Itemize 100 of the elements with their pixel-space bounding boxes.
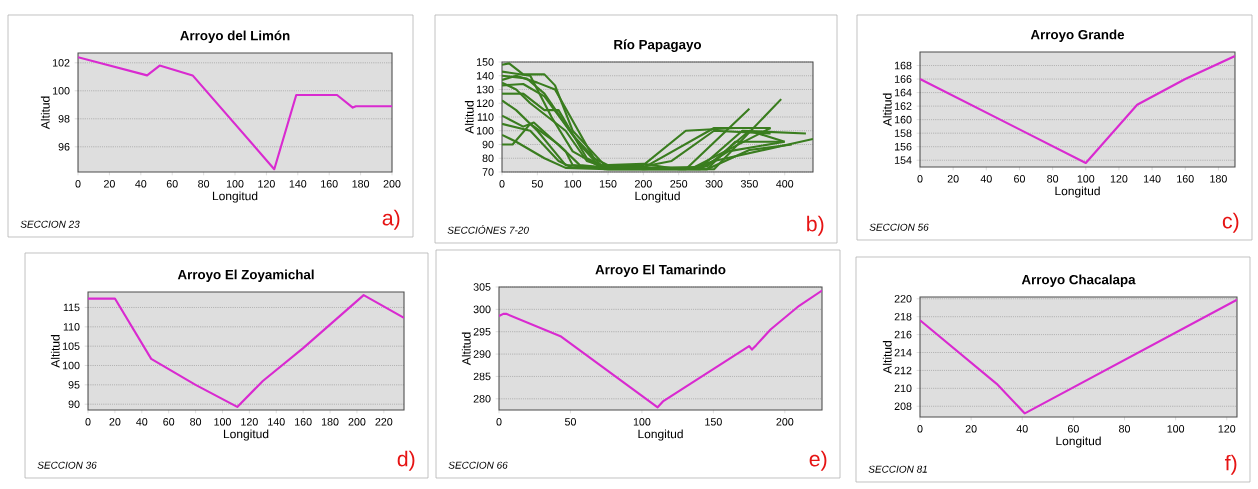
- x-tick-label: 150: [599, 180, 617, 188]
- y-tick-label: 100: [62, 361, 80, 370]
- y-tick-label: 110: [477, 113, 494, 121]
- y-tick-label: 120: [476, 99, 494, 108]
- x-tick-label: 120: [1218, 425, 1236, 433]
- text: c): [1222, 212, 1239, 233]
- y-tick-label: 70: [482, 168, 494, 176]
- x-tick-label: 200: [635, 180, 652, 188]
- chart-title: Arroyo Grande: [1030, 29, 1125, 42]
- x-tick-label: 350: [740, 180, 758, 188]
- y-axis-title: Altitud: [882, 341, 892, 374]
- x-tick-label: 120: [1110, 175, 1128, 183]
- y-tick-label: 90: [482, 140, 494, 149]
- x-tick-label: 40: [980, 175, 992, 183]
- x-axis-title: Longitud: [635, 191, 680, 203]
- x-axis-title: Longitud: [1056, 436, 1101, 448]
- x-tick-label: 0: [499, 180, 505, 188]
- y-axis-title: Altitud: [464, 101, 474, 134]
- text: a): [382, 209, 400, 230]
- chart-title: Arroyo El Tamarindo: [595, 264, 726, 277]
- x-tick-label: 100: [633, 418, 651, 426]
- x-tick-label: 50: [531, 180, 543, 188]
- x-tick-label: 80: [198, 180, 210, 188]
- text: d): [397, 450, 415, 471]
- x-tick-label: 200: [776, 418, 794, 426]
- x-axis-title: Longitud: [1055, 186, 1100, 198]
- y-tick-label: 102: [52, 59, 70, 67]
- x-tick-label: 20: [965, 425, 977, 433]
- x-tick-label: 100: [226, 180, 244, 188]
- text: e): [809, 450, 827, 471]
- y-tick-label: 130: [476, 85, 494, 94]
- x-tick-label: 50: [564, 418, 576, 426]
- text: SECCION 56: [869, 223, 929, 231]
- text: b): [807, 215, 824, 236]
- x-axis-title: Longitud: [638, 429, 683, 441]
- chart-title: Río Papagayo: [614, 39, 702, 52]
- y-tick-label: 150: [476, 58, 494, 66]
- x-tick-label: 0: [917, 425, 923, 433]
- y-tick-label: 98: [58, 115, 70, 123]
- y-axis-title: Altitud: [461, 332, 471, 366]
- x-tick-label: 300: [705, 180, 723, 188]
- x-tick-label: 100: [1167, 425, 1185, 433]
- x-tick-label: 200: [383, 180, 401, 188]
- x-tick-label: 120: [241, 418, 258, 426]
- y-tick-label: 115: [63, 303, 80, 312]
- x-tick-label: 20: [947, 175, 959, 183]
- y-tick-label: 216: [894, 330, 912, 339]
- y-axis-title: Altitud: [40, 96, 50, 130]
- y-tick-label: 218: [894, 312, 912, 321]
- x-axis-title: Longitud: [212, 191, 258, 203]
- x-tick-label: 140: [268, 418, 285, 426]
- x-tick-label: 180: [352, 180, 370, 188]
- x-tick-label: 150: [705, 418, 722, 426]
- text: f): [1224, 454, 1237, 475]
- y-tick-label: 105: [62, 342, 80, 350]
- x-tick-label: 200: [348, 418, 366, 426]
- y-axis-title: Altitud: [50, 335, 60, 368]
- x-tick-label: 40: [136, 418, 148, 426]
- x-tick-label: 40: [135, 180, 147, 188]
- y-tick-label: 305: [473, 283, 491, 291]
- text: SECCION 23: [20, 220, 80, 228]
- y-axis-title: Altitud: [882, 93, 892, 127]
- y-tick-label: 100: [52, 87, 70, 95]
- x-tick-label: 180: [1210, 175, 1227, 183]
- x-tick-label: 60: [1067, 425, 1079, 433]
- chart-title: Arroyo del Limón: [180, 30, 290, 43]
- y-tick-label: 160: [894, 115, 912, 124]
- x-tick-label: 400: [776, 180, 794, 188]
- x-tick-label: 80: [190, 418, 202, 426]
- text: SECCION 36: [37, 461, 97, 469]
- x-tick-label: 220: [375, 418, 393, 426]
- y-tick-label: 80: [482, 154, 494, 163]
- y-tick-label: 162: [894, 102, 912, 110]
- y-tick-label: 168: [894, 61, 912, 70]
- x-tick-label: 100: [1077, 175, 1095, 183]
- x-tick-label: 160: [295, 418, 312, 426]
- y-tick-label: 154: [894, 156, 912, 164]
- x-tick-label: 160: [321, 180, 338, 188]
- x-tick-label: 20: [109, 418, 121, 426]
- y-tick-label: 100: [476, 126, 494, 135]
- y-tick-label: 290: [473, 350, 491, 358]
- y-tick-label: 96: [58, 143, 70, 151]
- x-tick-label: 20: [104, 180, 115, 188]
- y-tick-label: 208: [894, 402, 912, 411]
- y-tick-label: 156: [894, 142, 912, 151]
- x-tick-label: 100: [564, 180, 582, 188]
- text: SECCIÓNES 7-20: [447, 224, 529, 234]
- y-tick-label: 90: [68, 400, 80, 408]
- y-tick-label: 166: [894, 75, 912, 83]
- y-tick-label: 300: [473, 305, 491, 314]
- y-tick-label: 140: [476, 71, 494, 80]
- x-tick-label: 40: [1016, 425, 1028, 433]
- text: SECCION 66: [448, 461, 508, 469]
- y-tick-label: 95: [68, 381, 80, 389]
- y-tick-label: 158: [894, 129, 912, 137]
- x-tick-label: 100: [214, 418, 231, 426]
- x-tick-label: 120: [258, 180, 275, 188]
- x-tick-label: 60: [166, 180, 178, 188]
- y-tick-label: 214: [894, 348, 912, 357]
- x-tick-label: 160: [1177, 175, 1194, 183]
